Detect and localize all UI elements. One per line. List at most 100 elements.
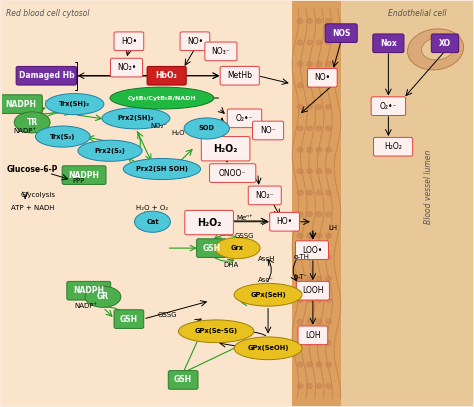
Circle shape (307, 83, 312, 88)
FancyBboxPatch shape (298, 326, 328, 345)
FancyBboxPatch shape (227, 109, 262, 128)
Circle shape (316, 83, 322, 88)
Text: NADPH: NADPH (5, 100, 36, 109)
Text: Trx(S₂): Trx(S₂) (50, 133, 75, 140)
Text: Grx: Grx (231, 245, 244, 251)
FancyBboxPatch shape (1, 1, 292, 406)
FancyBboxPatch shape (325, 24, 357, 42)
Circle shape (316, 341, 322, 346)
Ellipse shape (36, 126, 90, 147)
Ellipse shape (46, 94, 104, 115)
FancyBboxPatch shape (114, 32, 144, 50)
FancyBboxPatch shape (180, 32, 210, 50)
Text: ONOO⁻: ONOO⁻ (219, 168, 246, 177)
Text: LOOH: LOOH (302, 286, 324, 295)
Circle shape (307, 233, 312, 238)
Text: NADP⁺: NADP⁺ (13, 128, 36, 134)
Ellipse shape (408, 29, 464, 70)
Text: GSH: GSH (202, 244, 220, 253)
Circle shape (316, 383, 322, 388)
Circle shape (297, 190, 303, 195)
Text: NADPH: NADPH (73, 286, 104, 295)
Text: NO•: NO• (314, 73, 330, 82)
Text: GSH: GSH (120, 315, 138, 324)
FancyBboxPatch shape (296, 281, 329, 300)
Ellipse shape (234, 337, 302, 360)
Text: MetHb: MetHb (227, 71, 252, 80)
Text: LH: LH (328, 225, 337, 231)
Circle shape (326, 190, 331, 195)
Text: GPx(SeOH): GPx(SeOH) (247, 345, 289, 351)
Text: HO•: HO• (121, 37, 137, 46)
Circle shape (316, 126, 322, 131)
Text: H₂O₂: H₂O₂ (197, 218, 221, 228)
FancyBboxPatch shape (248, 186, 281, 205)
Circle shape (297, 126, 303, 131)
Text: GPx(Se-SG): GPx(Se-SG) (195, 328, 238, 334)
Circle shape (326, 147, 331, 152)
Circle shape (326, 61, 331, 66)
Text: HbO₂: HbO₂ (155, 71, 178, 80)
Ellipse shape (421, 37, 454, 60)
Circle shape (297, 383, 303, 388)
Circle shape (326, 298, 331, 302)
Ellipse shape (85, 286, 121, 307)
Circle shape (326, 341, 331, 346)
Text: CytB₅/CytB₅R/NADH: CytB₅/CytB₅R/NADH (128, 96, 196, 101)
Circle shape (307, 298, 312, 302)
Text: O₂•⁻: O₂•⁻ (380, 102, 397, 111)
Circle shape (297, 169, 303, 174)
Text: NADPH: NADPH (69, 171, 100, 179)
Circle shape (316, 319, 322, 324)
Ellipse shape (78, 140, 142, 161)
Text: H₂O₂: H₂O₂ (384, 142, 402, 151)
FancyBboxPatch shape (168, 371, 198, 389)
Text: Meⁿ⁺: Meⁿ⁺ (237, 215, 253, 221)
Circle shape (307, 147, 312, 152)
Circle shape (316, 40, 322, 45)
FancyBboxPatch shape (431, 34, 459, 53)
FancyBboxPatch shape (67, 281, 111, 300)
FancyBboxPatch shape (185, 210, 233, 235)
Circle shape (297, 341, 303, 346)
Text: Trx(SH)₂: Trx(SH)₂ (59, 101, 90, 107)
Text: NO₂•: NO₂• (117, 63, 136, 72)
Text: α-T⁻: α-T⁻ (294, 274, 309, 280)
Circle shape (297, 319, 303, 324)
Text: DHA: DHA (223, 262, 238, 268)
Text: PPP: PPP (72, 178, 85, 184)
Circle shape (326, 169, 331, 174)
FancyBboxPatch shape (62, 166, 106, 184)
Circle shape (307, 255, 312, 260)
Ellipse shape (110, 87, 214, 109)
Text: GSSG: GSSG (157, 312, 177, 318)
Circle shape (297, 233, 303, 238)
Circle shape (297, 83, 303, 88)
Text: HO•: HO• (276, 217, 292, 226)
FancyBboxPatch shape (253, 121, 283, 140)
Circle shape (307, 169, 312, 174)
Text: Prx2(S₂): Prx2(S₂) (95, 148, 126, 154)
FancyBboxPatch shape (270, 212, 300, 231)
Circle shape (316, 147, 322, 152)
Text: Red blood cell cytosol: Red blood cell cytosol (6, 9, 90, 18)
Circle shape (316, 169, 322, 174)
Text: AscH: AscH (258, 256, 276, 263)
FancyBboxPatch shape (0, 95, 42, 114)
Circle shape (297, 255, 303, 260)
Text: ATP + NADH: ATP + NADH (11, 206, 55, 211)
Text: O₂•⁻: O₂•⁻ (236, 114, 253, 123)
Circle shape (326, 233, 331, 238)
Text: NO₂⁻: NO₂⁻ (255, 191, 274, 200)
FancyBboxPatch shape (110, 58, 143, 77)
FancyBboxPatch shape (114, 310, 144, 328)
FancyBboxPatch shape (341, 1, 474, 406)
FancyBboxPatch shape (220, 66, 259, 85)
Text: NADP⁺: NADP⁺ (74, 303, 98, 309)
FancyBboxPatch shape (210, 164, 256, 182)
Text: Asc⁻: Asc⁻ (258, 277, 274, 283)
Circle shape (307, 319, 312, 324)
Text: NO⁻: NO⁻ (260, 126, 276, 135)
Ellipse shape (135, 211, 171, 232)
Circle shape (316, 190, 322, 195)
